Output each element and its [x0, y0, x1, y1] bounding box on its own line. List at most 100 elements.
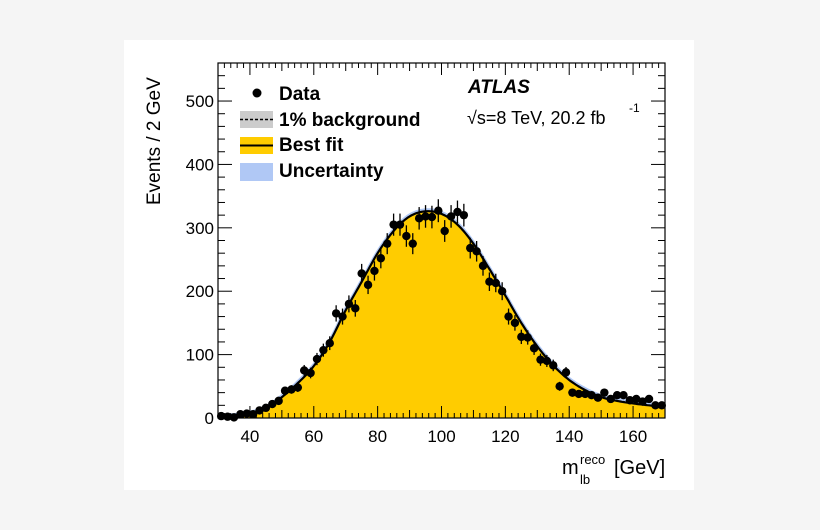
data-point [478, 256, 488, 276]
data-point [580, 389, 590, 399]
axis-ticks: 40 60 80 100 120 140 160 0 100 200 300 400 500 [186, 62, 666, 446]
data-marker [580, 389, 590, 399]
y-tick-label: 300 [186, 219, 214, 238]
data-marker [351, 304, 360, 313]
data-point [370, 261, 379, 281]
data-point [542, 354, 552, 367]
data-point [587, 390, 596, 400]
x-label-main: m [562, 457, 579, 479]
data-point [536, 353, 545, 366]
data-marker [421, 212, 430, 221]
data-point [395, 213, 405, 236]
data-point [351, 299, 360, 317]
x-axis-label: m lb reco [GeV] [562, 452, 665, 487]
data-point [408, 233, 417, 255]
data-marker [236, 409, 245, 419]
data-point [274, 396, 283, 406]
x-tick-label: 40 [240, 427, 259, 446]
data-point [325, 336, 334, 351]
x-tick-label: 60 [304, 427, 323, 446]
data-marker [491, 278, 500, 288]
data-marker [325, 338, 334, 348]
data-point [414, 207, 424, 230]
data-marker [523, 333, 532, 342]
data-point [223, 412, 232, 421]
data-marker [248, 409, 258, 419]
legend-background-label: 1% background [279, 110, 420, 131]
data-point [376, 248, 386, 269]
data-marker [408, 239, 417, 248]
legend-fit-label: Best fit [279, 135, 344, 156]
x-tick-label: 80 [368, 427, 387, 446]
data-point [529, 341, 539, 355]
data-point [497, 282, 507, 301]
legend-uncertainty-swatch [240, 163, 273, 181]
data-marker [357, 269, 366, 278]
data-marker [383, 239, 392, 248]
data-marker [280, 386, 290, 395]
data-marker [542, 356, 552, 366]
data-point [402, 225, 411, 247]
data-point [312, 352, 322, 366]
data-point [517, 329, 526, 345]
data-marker [625, 396, 635, 405]
data-point [261, 403, 271, 413]
data-marker [638, 397, 647, 406]
legend: Data 1% background Best fit Uncertainty [240, 84, 420, 182]
data-marker [229, 413, 239, 422]
data-point [459, 203, 469, 227]
data-point [383, 233, 392, 255]
data-point [427, 205, 437, 229]
data-marker [459, 210, 469, 220]
data-point [255, 406, 264, 415]
data-marker [651, 401, 660, 410]
x-tick-label: 140 [555, 427, 583, 446]
data-marker [453, 207, 462, 217]
data-marker [242, 409, 251, 418]
legend-data-marker [252, 88, 262, 98]
data-point [280, 386, 290, 395]
data-point [593, 393, 603, 402]
data-point [331, 305, 341, 322]
data-point [338, 308, 347, 325]
y-tick-label: 100 [186, 346, 214, 365]
data-marker [223, 412, 232, 421]
data-point [300, 364, 309, 376]
data-marker [440, 226, 449, 236]
y-tick-label: 500 [186, 92, 214, 111]
data-marker [370, 266, 379, 276]
data-point [293, 383, 303, 392]
data-point [472, 240, 481, 262]
data-point [344, 295, 354, 313]
plot-area [216, 199, 667, 422]
data-marker [529, 344, 539, 353]
data-point [523, 330, 532, 345]
data-marker [293, 383, 303, 392]
data-marker [472, 247, 481, 256]
data-marker [555, 382, 564, 391]
data-point [561, 366, 571, 378]
data-point [242, 409, 251, 418]
x-label-sub: lb [580, 472, 590, 487]
data-marker [344, 299, 354, 309]
data-marker [485, 277, 494, 286]
data-marker [274, 396, 283, 406]
data-point [549, 359, 558, 372]
data-marker [363, 280, 373, 290]
data-marker [612, 390, 622, 400]
data-marker [478, 261, 488, 271]
data-point [306, 367, 315, 379]
data-marker [319, 345, 328, 355]
legend-uncertainty-label: Uncertainty [279, 161, 384, 182]
data-marker [561, 368, 571, 377]
energy-label: √s=8 TeV, 20.2 fb [467, 108, 606, 128]
data-marker [568, 388, 577, 397]
data-marker [619, 390, 628, 400]
data-marker [587, 390, 596, 400]
data-marker [306, 368, 315, 378]
data-marker [549, 361, 558, 370]
data-marker [593, 393, 603, 402]
data-point [619, 390, 628, 400]
y-tick-label: 400 [186, 155, 214, 174]
data-point [504, 308, 513, 325]
